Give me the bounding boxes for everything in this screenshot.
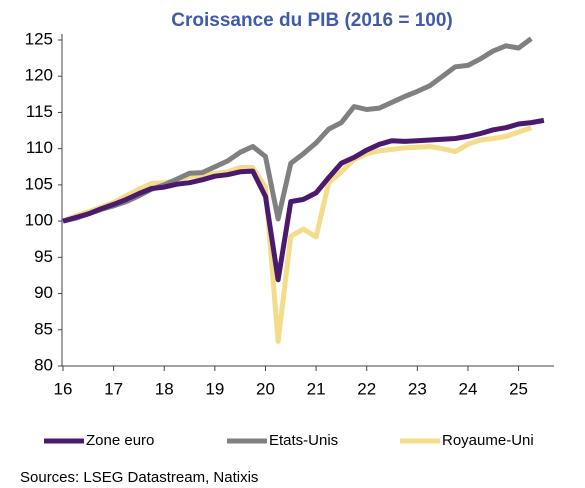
x-tick-label: 21 [307,379,326,398]
y-tick-label: 80 [34,355,53,374]
x-tick-label: 24 [458,379,477,398]
y-tick-label: 100 [25,211,53,230]
x-tick-label: 20 [256,379,275,398]
chart-title: Croissance du PIB (2016 = 100) [171,10,452,31]
x-tick-label: 22 [357,379,376,398]
series-line [62,117,545,283]
y-tick-label: 95 [34,247,53,266]
x-tick-label: 18 [155,379,174,398]
series-line [62,125,533,344]
y-tick-label: 105 [25,174,53,193]
legend-label: Etats-Unis [269,432,338,449]
y-tick-label: 110 [26,138,53,157]
x-tick-label: 16 [54,379,73,398]
y-tick-label: 115 [26,102,53,121]
y-tick-label: 120 [25,66,53,85]
y-tick-label: 90 [34,283,53,302]
x-tick-label: 23 [408,379,427,398]
legend-label: Royaume-Uni [442,432,534,449]
legend-label: Zone euro [86,432,154,449]
y-tick-label: 85 [34,319,53,338]
y-tick-label: 125 [25,29,53,48]
source: Sources: LSEG Datastream, Natixis [20,469,258,486]
x-tick-label: 19 [205,379,224,398]
x-tick-label: 25 [509,379,528,398]
x-tick-label: 17 [104,379,123,398]
